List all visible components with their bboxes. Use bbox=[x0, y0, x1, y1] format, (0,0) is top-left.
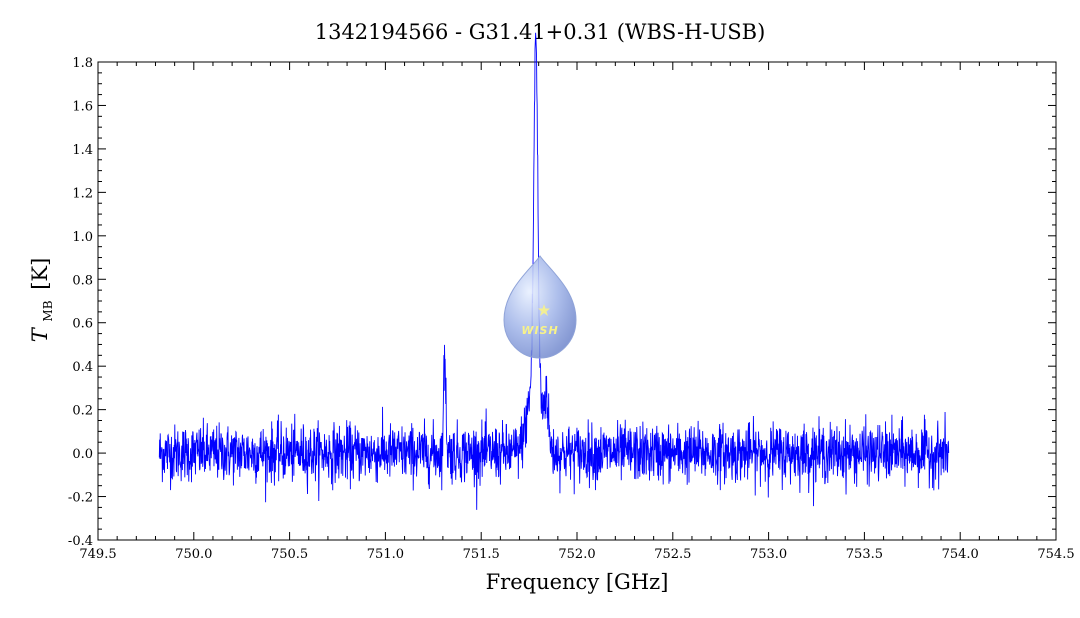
wish-logo: WISH bbox=[503, 255, 577, 359]
y-axis-label-subscript: MB bbox=[41, 300, 55, 321]
x-tick-label: 752.0 bbox=[558, 547, 595, 562]
y-tick-label: 0.4 bbox=[72, 360, 93, 375]
plot-area bbox=[97, 32, 1057, 541]
x-axis-label: Frequency [GHz] bbox=[486, 570, 669, 594]
x-tick-label: 750.0 bbox=[175, 547, 212, 562]
y-tick-label: 1.4 bbox=[72, 143, 93, 158]
water-drop-icon bbox=[503, 255, 577, 359]
star-icon bbox=[538, 304, 550, 316]
y-tick-label: -0.2 bbox=[68, 491, 93, 506]
x-tick-label: 749.5 bbox=[79, 547, 116, 562]
y-tick-label: 0.8 bbox=[72, 273, 93, 288]
y-tick-label: 1.2 bbox=[72, 186, 93, 201]
y-tick-label: 0.6 bbox=[72, 317, 93, 332]
y-axis-label-unit: [K] bbox=[28, 258, 52, 290]
plot-frame bbox=[97, 61, 1057, 541]
y-tick-label: 0.0 bbox=[72, 447, 93, 462]
y-tick-label: 1.0 bbox=[72, 230, 93, 245]
y-tick-label: -0.4 bbox=[68, 534, 93, 549]
spectrum-line bbox=[158, 32, 950, 510]
x-tick-label: 753.0 bbox=[750, 547, 787, 562]
y-tick-label: 1.6 bbox=[72, 99, 93, 114]
y-axis-label: T MB [K] bbox=[28, 258, 57, 343]
y-axis-label-symbol: T bbox=[28, 326, 52, 342]
svg-text:T MB [K]: T MB [K] bbox=[28, 258, 57, 343]
x-tick-label: 752.5 bbox=[654, 547, 691, 562]
x-tick-label: 751.5 bbox=[463, 547, 500, 562]
wish-logo-text: WISH bbox=[521, 324, 558, 337]
x-tick-label: 754.0 bbox=[942, 547, 979, 562]
y-tick-label: 1.8 bbox=[72, 56, 93, 71]
x-tick-label: 751.0 bbox=[367, 547, 404, 562]
axis-ticks bbox=[97, 61, 1057, 541]
x-tick-label: 753.5 bbox=[846, 547, 883, 562]
x-tick-label: 754.5 bbox=[1037, 547, 1074, 562]
tick-labels: 749.5 750.0 750.5 751.0 751.5 752.0 752.5 753.0… bbox=[68, 56, 1075, 562]
y-tick-label: 0.2 bbox=[72, 404, 93, 419]
x-tick-label: 750.5 bbox=[271, 547, 308, 562]
chart-title: 1342194566 - G31.41+0.31 (WBS-H-USB) bbox=[315, 20, 766, 44]
